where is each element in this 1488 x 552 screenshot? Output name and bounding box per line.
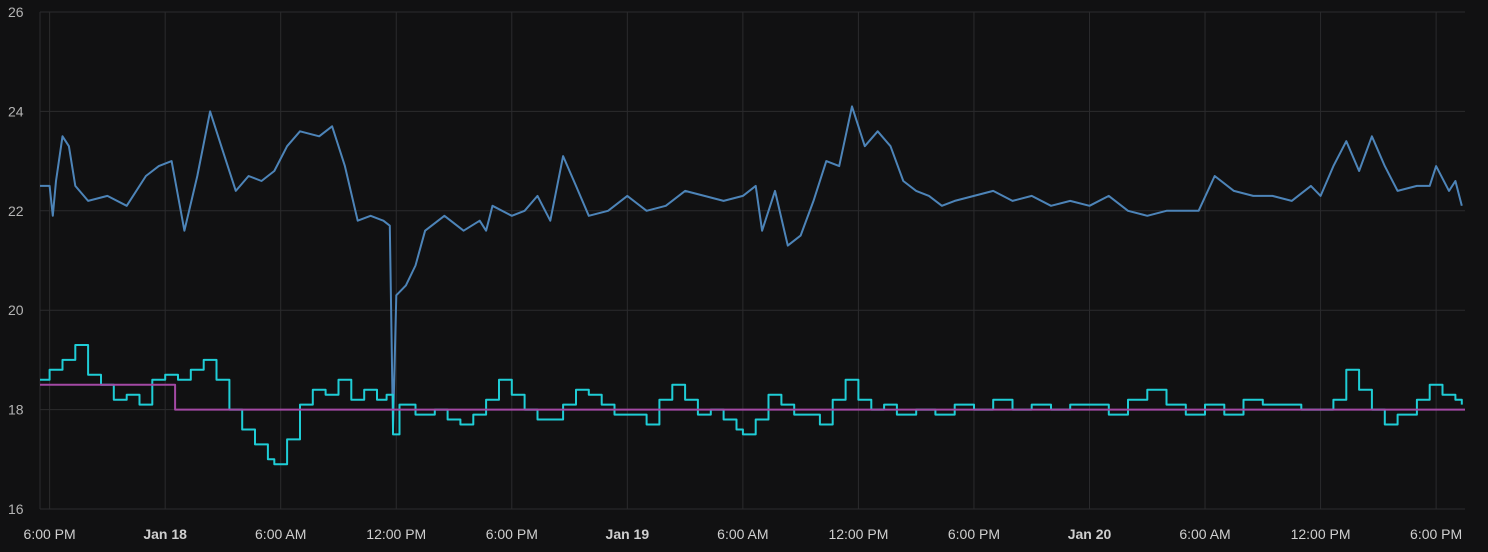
x-axis: 6:00 PM Jan 18 6:00 AM 12:00 PM 6:00 PM Jan 1… — [24, 526, 1463, 542]
series-layer — [40, 105, 1465, 466]
series-line-2 — [40, 344, 1463, 466]
x-tick-label: 6:00 PM — [1410, 526, 1462, 542]
y-tick-label: 24 — [8, 103, 24, 119]
x-tick-label: Jan 20 — [1068, 526, 1112, 542]
x-tick-label: 6:00 PM — [24, 526, 76, 542]
x-tick-label: 6:00 PM — [486, 526, 538, 542]
x-tick-label: 6:00 AM — [717, 526, 768, 542]
x-tick-label: Jan 19 — [606, 526, 650, 542]
y-axis: 16 18 20 22 24 26 — [8, 4, 24, 517]
x-tick-label: 12:00 PM — [1291, 526, 1351, 542]
x-tick-label: 6:00 AM — [1179, 526, 1230, 542]
y-tick-label: 22 — [8, 203, 24, 219]
x-tick-label: 6:00 AM — [255, 526, 306, 542]
y-tick-label: 20 — [8, 302, 24, 318]
series-line-3 — [40, 383, 1465, 411]
series-line-1 — [40, 105, 1463, 431]
y-tick-label: 18 — [8, 402, 24, 418]
x-tick-label: 6:00 PM — [948, 526, 1000, 542]
x-tick-label: Jan 18 — [143, 526, 187, 542]
x-tick-label: 12:00 PM — [366, 526, 426, 542]
y-tick-label: 26 — [8, 4, 24, 20]
x-tick-label: 12:00 PM — [828, 526, 888, 542]
grid — [39, 11, 1465, 510]
y-tick-label: 16 — [8, 501, 24, 517]
